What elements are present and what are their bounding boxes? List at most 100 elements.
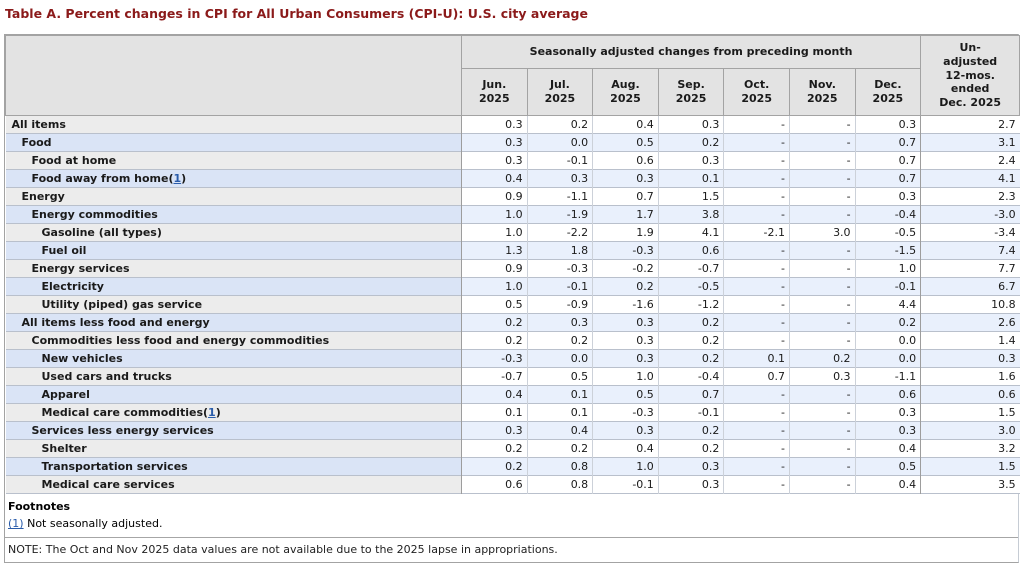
data-cell: 1.3 [461,241,528,260]
data-cell: - [723,457,790,476]
col-header-jul-2025: Jul. 2025 [526,68,594,116]
table-row: Food away from home(1) 0.4 0.3 0.3 0.1- -0.7 4… [5,169,1020,188]
cpi-table-container: Seasonally adjusted changes from precedi… [4,34,1021,564]
data-cell: 1.9 [592,223,659,242]
data-cell: 0.3 [461,133,528,152]
data-cell: -0.5 [657,277,724,296]
data-cell: 0.7 [854,151,921,170]
data-cell: - [723,259,790,278]
data-cell-unadjusted: 10.8 [920,295,1020,314]
data-cell: - [788,439,856,458]
page-title: Table A. Percent changes in CPI for All … [5,6,588,21]
data-cell: 0.6 [461,475,528,494]
data-cell: - [788,115,856,134]
row-label: Commodities less food and energy commodi… [5,331,462,350]
data-cell: 0.3 [657,151,724,170]
data-cell: 0.3 [788,367,856,386]
row-label: Utility (piped) gas service [5,295,462,314]
data-cell: -0.5 [854,223,921,242]
data-cell: -0.7 [657,259,724,278]
data-cell: 0.3 [461,151,528,170]
footnote-ref-link[interactable]: 1 [208,406,216,419]
data-cell-unadjusted: -3.4 [920,223,1020,242]
data-cell-unadjusted: 1.5 [920,403,1020,422]
data-cell: 4.1 [657,223,724,242]
data-cell-unadjusted: 2.6 [920,313,1020,332]
col-header-unadjusted-12mos: Un-adjusted 12-mos. ended Dec. 2025 [920,35,1021,116]
data-cell: -1.9 [526,205,593,224]
table-row: All items less food and energy 0.2 0.3 0.3 0… [5,313,1020,332]
row-label: Food [5,133,462,152]
data-cell: 0.2 [461,439,528,458]
data-cell-unadjusted: -3.0 [920,205,1020,224]
row-label: Shelter [5,439,462,458]
table-row: Transportation services 0.2 0.8 1.0 0.3- -0.5… [5,457,1020,476]
data-cell: 0.5 [526,367,593,386]
data-cell: - [788,457,856,476]
data-cell: 0.2 [854,313,921,332]
data-cell: 0.7 [854,133,921,152]
data-cell: 0.7 [592,187,659,206]
col-header-sep-2025: Sep. 2025 [657,68,725,116]
data-cell: 0.0 [854,331,921,350]
row-label: New vehicles [5,349,462,368]
data-cell: 0.2 [461,313,528,332]
data-cell: 0.0 [526,349,593,368]
data-cell: -2.1 [723,223,790,242]
row-label: Services less energy services [5,421,462,440]
row-label: Food at home [5,151,462,170]
footnote-1-link[interactable]: (1) [8,517,24,531]
table-row: Energy commodities 1.0 -1.9 1.7 3.8- - -0.4 -3.… [5,205,1020,224]
footnote-ref-link[interactable]: 1 [173,172,182,185]
data-cell-unadjusted: 3.1 [920,133,1020,152]
data-cell: -0.9 [526,295,593,314]
data-cell: 1.0 [461,277,528,296]
data-cell-unadjusted: 1.4 [920,331,1020,350]
stub-header-cell [5,35,462,116]
data-cell: - [788,385,856,404]
data-cell: - [788,331,856,350]
data-cell: 0.2 [526,115,593,134]
row-label: Medical care commodities(1) [5,403,462,422]
data-cell: -2.2 [526,223,593,242]
col-header-dec-2025: Dec. 2025 [854,68,922,116]
group-header-seasonally-adjusted: Seasonally adjusted changes from precedi… [460,35,922,69]
row-label: All items less food and energy [5,313,462,332]
data-cell-unadjusted: 4.1 [920,169,1020,188]
data-cell: - [788,187,856,206]
data-cell: - [788,169,856,188]
cpi-table: Seasonally adjusted changes from precedi… [5,35,1021,494]
data-cell: -0.4 [657,367,724,386]
data-cell: 1.0 [592,367,659,386]
data-cell: - [788,205,856,224]
data-cell: - [788,295,856,314]
data-cell-unadjusted: 1.6 [920,367,1020,386]
data-cell-unadjusted: 7.7 [920,259,1020,278]
data-cell: 0.2 [461,331,528,350]
data-cell: 1.8 [526,241,593,260]
data-cell: 0.3 [592,331,659,350]
data-cell: -0.1 [526,277,593,296]
data-cell: - [788,403,856,422]
footnotes-section: Footnotes (1) Not seasonally adjusted. [5,494,1018,538]
row-label: Gasoline (all types) [5,223,462,242]
data-cell: 0.3 [526,313,593,332]
data-cell: -1.5 [854,241,921,260]
data-cell: - [723,133,790,152]
data-cell: - [723,295,790,314]
footnote-1-text: Not seasonally adjusted. [27,517,163,531]
col-header-aug-2025: Aug. 2025 [592,68,659,116]
data-cell: 1.0 [461,205,528,224]
data-cell: 0.2 [526,331,593,350]
data-cell: - [723,421,790,440]
data-cell-unadjusted: 3.0 [920,421,1020,440]
row-label: Energy commodities [5,205,462,224]
table-row: New vehicles -0.3 0.0 0.3 0.2 0.1 0.2 0.0 0.3 [5,349,1020,368]
data-cell-unadjusted: 6.7 [920,277,1020,296]
data-cell: 0.3 [854,421,921,440]
data-cell: 0.3 [461,421,528,440]
data-cell: 0.6 [592,151,659,170]
data-cell: - [788,313,856,332]
data-cell: 0.1 [657,169,724,188]
